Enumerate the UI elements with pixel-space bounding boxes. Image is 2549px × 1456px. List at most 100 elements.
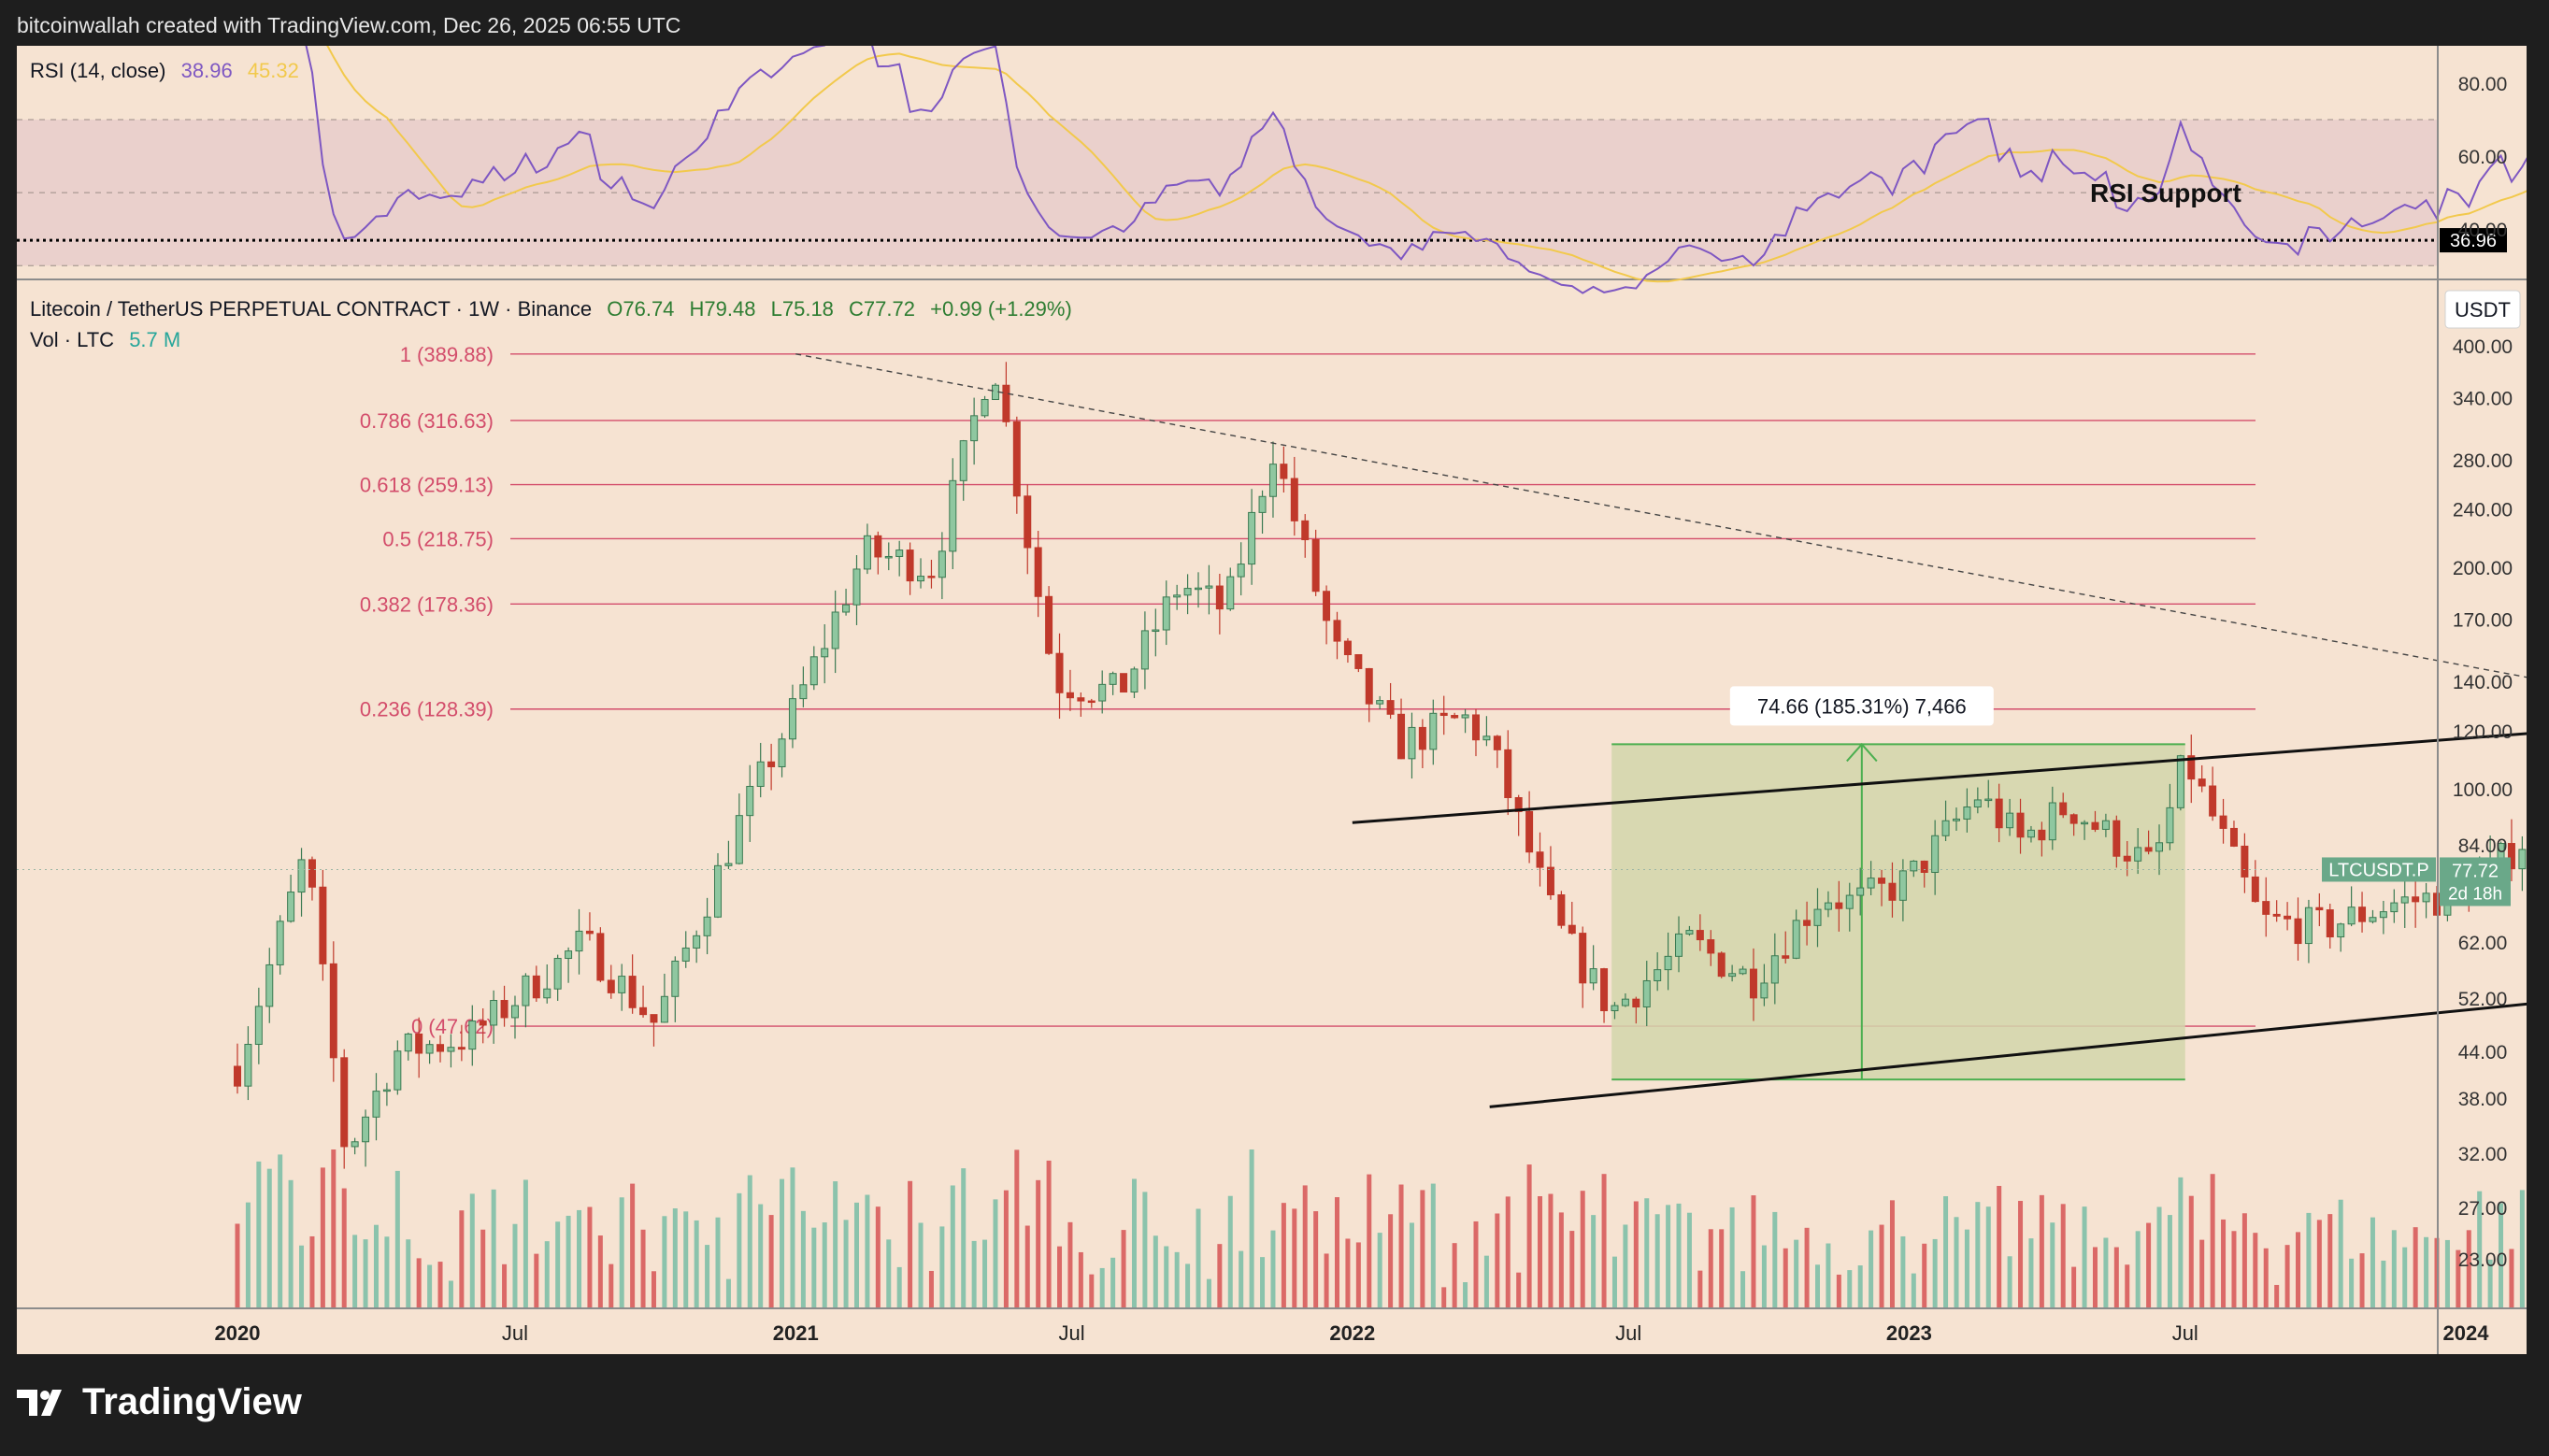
candle-body xyxy=(2176,755,2184,808)
volume-bar xyxy=(331,1149,337,1308)
candle-body xyxy=(1867,878,1875,889)
price-axis-label: 38.00 xyxy=(2458,1089,2508,1110)
time-axis-label: Jul xyxy=(1615,1321,1641,1345)
candle-body xyxy=(1034,547,1042,597)
rsi-value: 38.96 xyxy=(180,59,233,82)
candle-body xyxy=(553,958,562,990)
volume-bar xyxy=(1997,1185,2002,1308)
volume-bar xyxy=(2263,1248,2269,1308)
price-axis-label: 100.00 xyxy=(2453,779,2513,801)
volume-bar xyxy=(640,1229,646,1308)
candle-body xyxy=(425,1044,434,1054)
chart-frame[interactable]: RSI Support 36.96 80.00 60.00 40.00 1 (389.8… xyxy=(17,46,2527,1354)
volume-bar xyxy=(1398,1184,1404,1308)
volume-bar xyxy=(1367,1174,1372,1308)
candle-body xyxy=(1268,464,1277,497)
volume-bar xyxy=(566,1215,571,1308)
price-axis-label: 170.00 xyxy=(2453,610,2513,632)
volume-bar xyxy=(1099,1267,1105,1308)
candle-body xyxy=(1514,797,1523,812)
candle-body xyxy=(2134,847,2142,862)
volume-bar xyxy=(725,1278,731,1308)
volume-bar xyxy=(1441,1287,1447,1308)
volume-bar xyxy=(2146,1222,2152,1308)
volume-bar xyxy=(2316,1220,2322,1308)
candle-body xyxy=(799,684,808,700)
ohlc-high: H79.48 xyxy=(689,297,756,321)
volume-bar xyxy=(523,1179,528,1308)
candle-body xyxy=(1397,713,1406,760)
candle-body xyxy=(565,950,573,960)
candle-body xyxy=(1215,585,1224,610)
candle-body xyxy=(1770,955,1779,984)
volume-bar xyxy=(1377,1233,1382,1308)
candle-body xyxy=(1055,652,1064,693)
candle-body xyxy=(468,1021,477,1050)
volume-bar xyxy=(2370,1217,2375,1308)
volume-bar xyxy=(309,1235,315,1308)
rsi-line xyxy=(305,46,2527,294)
volume-bars xyxy=(235,1149,2525,1308)
volume-bar xyxy=(278,1154,283,1308)
volume-bar xyxy=(2381,1260,2386,1308)
volume-bar xyxy=(245,1202,251,1308)
candle-body xyxy=(2166,807,2174,844)
volume-bar xyxy=(2135,1231,2141,1308)
candle-body xyxy=(2155,842,2164,852)
candle-body xyxy=(1995,798,2003,829)
candle-body xyxy=(1504,749,1512,799)
candle-body xyxy=(1183,588,1192,596)
candle-body xyxy=(1621,998,1629,1006)
candle-body xyxy=(2294,918,2302,945)
trendlines xyxy=(795,353,2527,1108)
volume-bar xyxy=(800,1210,806,1308)
volume-bar xyxy=(437,1262,443,1308)
time-axis-label: 2024 xyxy=(2443,1321,2490,1345)
volume-bar xyxy=(544,1241,550,1308)
volume-bar xyxy=(2284,1245,2290,1308)
candle-body xyxy=(415,1033,423,1054)
candle-body xyxy=(1140,630,1149,670)
candle-body xyxy=(895,550,904,557)
chart-canvas[interactable]: RSI Support 36.96 80.00 60.00 40.00 1 (389.8… xyxy=(17,46,2527,1354)
time-axis-label: 2023 xyxy=(1886,1321,1932,1345)
volume-bar xyxy=(1185,1263,1191,1308)
candle-body xyxy=(1354,654,1363,669)
symbol-legend[interactable]: Litecoin / TetherUS PERPETUAL CONTRACT ·… xyxy=(30,297,1081,321)
price-badge-text: 77.72 xyxy=(2452,861,2499,881)
fib-label: 1 (389.88) xyxy=(400,343,494,366)
volume-bar xyxy=(416,1258,422,1308)
volume-bar xyxy=(1964,1229,1969,1308)
volume-bar xyxy=(1196,1208,1201,1308)
time-axis-label: 2022 xyxy=(1329,1321,1375,1345)
price-axis-label: 52.00 xyxy=(2458,989,2508,1010)
volume-bar xyxy=(288,1179,294,1308)
candle-body xyxy=(2144,847,2153,852)
volume-bar xyxy=(2071,1266,2077,1308)
candle-body xyxy=(1931,835,1940,874)
candle-body xyxy=(1813,908,1822,926)
volume-bar xyxy=(1516,1272,1522,1308)
volume-bar xyxy=(384,1236,390,1308)
candle-body xyxy=(457,1047,465,1050)
candle-body xyxy=(724,863,733,866)
volume-bar xyxy=(1217,1244,1223,1308)
candle-body xyxy=(1109,673,1117,685)
candle-body xyxy=(500,1000,508,1019)
candle-body xyxy=(2432,892,2441,916)
volume-bar xyxy=(459,1210,465,1308)
volume-legend[interactable]: Vol · LTC 5.7 M xyxy=(30,328,190,352)
candle-body xyxy=(1248,511,1256,565)
rsi-legend[interactable]: RSI (14, close) 38.96 45.32 xyxy=(30,59,308,83)
volume-bar xyxy=(1206,1278,1211,1308)
volume-bar xyxy=(2018,1201,2024,1308)
volume-bar xyxy=(1292,1208,1297,1308)
volume-bar xyxy=(1611,1256,1617,1308)
volume-bar xyxy=(619,1197,624,1308)
price-axis-label: 32.00 xyxy=(2458,1144,2508,1165)
volume-bar xyxy=(662,1216,667,1308)
tradingview-brand[interactable]: TradingView xyxy=(17,1381,302,1423)
candle-body xyxy=(308,859,316,888)
volume-bar xyxy=(352,1235,358,1308)
volume-bar xyxy=(1879,1224,1884,1308)
